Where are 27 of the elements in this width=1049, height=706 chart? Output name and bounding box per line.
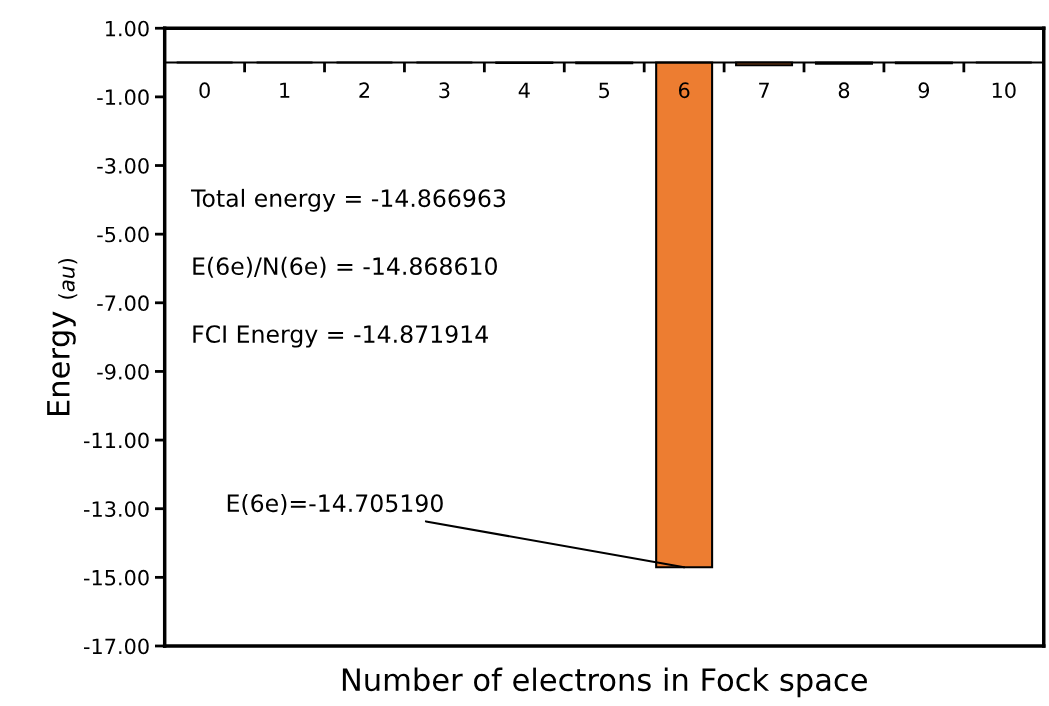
y-tick-label: -9.00: [97, 363, 149, 380]
x-tick-label: 4: [518, 82, 530, 98]
annotation: E(6e)=-14.705190: [227, 493, 443, 515]
x-tick-label: 1: [280, 82, 290, 98]
y-tick-label: -5.00: [97, 226, 149, 243]
y-tick-label: -17.00: [83, 638, 149, 655]
x-tick-label: 2: [359, 82, 370, 98]
y-tick-label: -1.00: [97, 89, 149, 106]
y-tick-label: -13.00: [83, 501, 149, 517]
x-tick-label: 8: [838, 82, 850, 99]
y-tick-label: 1.00: [106, 20, 149, 37]
x-tick-label: 6: [678, 82, 690, 99]
x-tick-label: 0: [199, 82, 210, 99]
y-axis-title: Energy $_{(au)}$: [47, 259, 78, 416]
y-tick-label: -11.00: [83, 432, 149, 449]
y-tick-label: -7.00: [97, 295, 149, 312]
y-tick-label: -3.00: [97, 157, 149, 174]
annotation: E(6e)/N(6e) = -14.868610: [193, 256, 497, 278]
y-tick-label: -15.00: [83, 569, 149, 586]
x-tick-label: 7: [759, 82, 769, 98]
x-tick-label: 9: [918, 82, 930, 99]
x-tick-label: 3: [439, 82, 450, 99]
annotation: Total energy = -14.866963: [190, 188, 506, 212]
annotation: FCI Energy = -14.871914: [193, 325, 488, 348]
x-tick-label: 10: [992, 82, 1016, 99]
x-axis-title: Number of electrons in Fock space: [342, 667, 867, 698]
x-tick-label: 5: [599, 82, 610, 99]
